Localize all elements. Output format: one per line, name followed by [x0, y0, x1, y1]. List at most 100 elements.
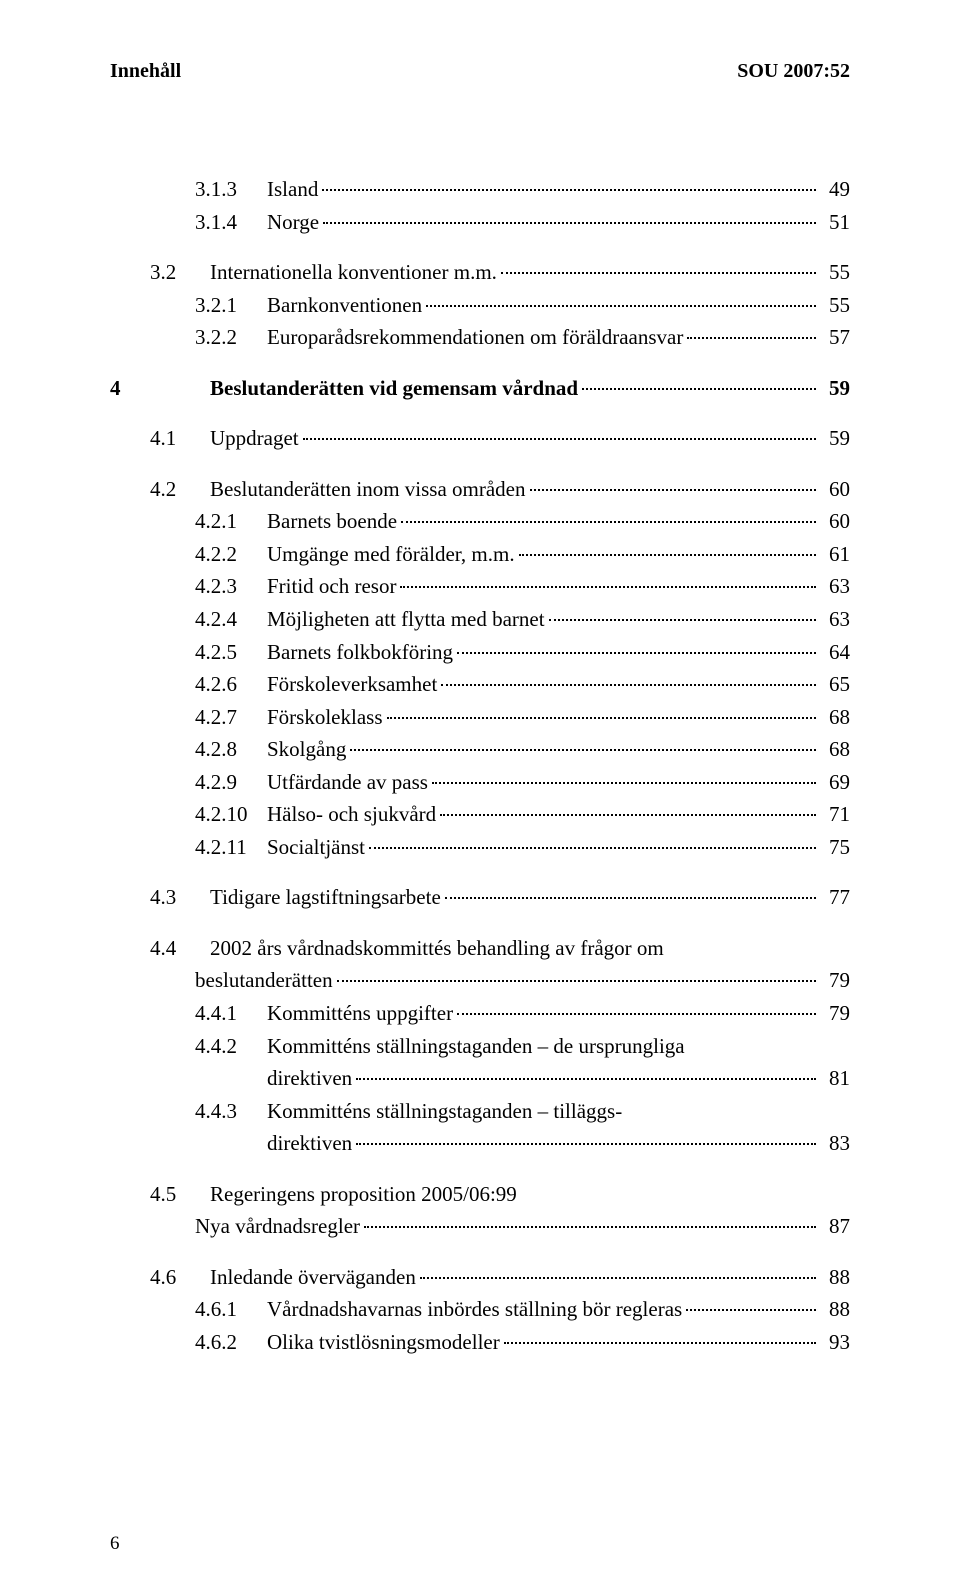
- toc-number: 4.4.2: [195, 1030, 267, 1063]
- leader: [400, 586, 816, 588]
- header-right: SOU 2007:52: [737, 60, 850, 83]
- toc-number: 4.4: [150, 932, 210, 965]
- toc-page: 83: [820, 1127, 850, 1160]
- leader: [519, 554, 816, 556]
- toc-number: 4.6.1: [195, 1293, 267, 1326]
- toc-label: Island: [267, 173, 318, 206]
- toc-entry: 4.2.9 Utfärdande av pass 69: [110, 766, 850, 799]
- toc-label: Skolgång: [267, 733, 346, 766]
- toc-entry: 4.2 Beslutanderätten inom vissa områden …: [110, 473, 850, 506]
- toc-label: Kommitténs ställningstaganden – de urspr…: [267, 1030, 685, 1063]
- leader: [323, 222, 816, 224]
- toc-entry: 4.4 2002 års vårdnadskommittés behandlin…: [110, 932, 850, 997]
- toc-label: Förskoleverksamhet: [267, 668, 437, 701]
- toc-number: 3.1.4: [195, 206, 267, 239]
- toc-entry: 3.1.4 Norge 51: [110, 206, 850, 239]
- toc-entry: 4.2.7 Förskoleklass 68: [110, 701, 850, 734]
- toc-entry: 4.2.10 Hälso- och sjukvård 71: [110, 798, 850, 831]
- toc-page: 59: [820, 422, 850, 455]
- toc-label: Hälso- och sjukvård: [267, 798, 436, 831]
- toc-number: 4.2.2: [195, 538, 267, 571]
- toc-entry: 4.6.2 Olika tvistlösningsmodeller 93: [110, 1326, 850, 1359]
- toc-page: 88: [820, 1293, 850, 1326]
- toc-label: Nya vårdnadsregler: [195, 1210, 360, 1243]
- toc-entry: 4.3 Tidigare lagstiftningsarbete 77: [110, 881, 850, 914]
- toc-page: 69: [820, 766, 850, 799]
- leader: [530, 489, 816, 491]
- table-of-contents: 3.1.3 Island 49 3.1.4 Norge 51 3.2 Inter…: [110, 173, 850, 1359]
- toc-label: Förskoleklass: [267, 701, 383, 734]
- toc-label: 2002 års vårdnadskommittés behandling av…: [210, 932, 664, 965]
- toc-label: Kommitténs uppgifter: [267, 997, 453, 1030]
- toc-entry: 4.4.3 Kommitténs ställningstaganden – ti…: [110, 1095, 850, 1160]
- toc-page: 49: [820, 173, 850, 206]
- toc-page: 60: [820, 473, 850, 506]
- toc-page: 75: [820, 831, 850, 864]
- toc-page: 87: [820, 1210, 850, 1243]
- toc-entry: 3.2.1 Barnkonventionen 55: [110, 289, 850, 322]
- leader: [582, 388, 816, 390]
- toc-label: Uppdraget: [210, 422, 299, 455]
- toc-label: Möjligheten att flytta med barnet: [267, 603, 545, 636]
- toc-page: 55: [820, 289, 850, 322]
- toc-page: 51: [820, 206, 850, 239]
- toc-number: 4.2.10: [195, 798, 267, 831]
- page-number: 6: [110, 1533, 120, 1555]
- toc-page: 65: [820, 668, 850, 701]
- toc-label: Inledande överväganden: [210, 1261, 416, 1294]
- toc-page: 59: [820, 372, 850, 405]
- toc-number: 3.2.2: [195, 321, 267, 354]
- leader: [445, 897, 816, 899]
- toc-label: Fritid och resor: [267, 570, 396, 603]
- toc-label: Barnkonventionen: [267, 289, 422, 322]
- toc-entry: 4.2.3 Fritid och resor 63: [110, 570, 850, 603]
- toc-page: 57: [820, 321, 850, 354]
- toc-label: Vårdnadshavarnas inbördes ställning bör …: [267, 1293, 682, 1326]
- toc-label: Socialtjänst: [267, 831, 365, 864]
- toc-label: Europarådsrekommendationen om föräldraan…: [267, 321, 683, 354]
- toc-entry: 4.6 Inledande överväganden 88: [110, 1261, 850, 1294]
- leader: [504, 1342, 816, 1344]
- toc-number: 4.4.3: [195, 1095, 267, 1128]
- toc-label: beslutanderätten: [195, 964, 333, 997]
- toc-entry: 4.2.11 Socialtjänst 75: [110, 831, 850, 864]
- toc-entry: 4.2.8 Skolgång 68: [110, 733, 850, 766]
- toc-entry: 3.2 Internationella konventioner m.m. 55: [110, 256, 850, 289]
- leader: [387, 717, 817, 719]
- leader: [440, 814, 816, 816]
- toc-number: 4.4.1: [195, 997, 267, 1030]
- toc-page: 61: [820, 538, 850, 571]
- toc-label: Olika tvistlösningsmodeller: [267, 1326, 500, 1359]
- toc-number: 3.2.1: [195, 289, 267, 322]
- toc-number: 4.2.11: [195, 831, 267, 864]
- toc-page: 79: [820, 964, 850, 997]
- toc-label: direktiven: [267, 1062, 352, 1095]
- toc-label: Beslutanderätten vid gemensam vårdnad: [210, 372, 578, 405]
- toc-entry: 4.2.6 Förskoleverksamhet 65: [110, 668, 850, 701]
- toc-label: Utfärdande av pass: [267, 766, 428, 799]
- leader: [457, 1013, 816, 1015]
- toc-entry: 3.1.3 Island 49: [110, 173, 850, 206]
- leader: [457, 652, 816, 654]
- leader: [356, 1143, 816, 1145]
- toc-entry: 4.2.4 Möjligheten att flytta med barnet …: [110, 603, 850, 636]
- leader: [420, 1277, 816, 1279]
- toc-number: 4.2.1: [195, 505, 267, 538]
- toc-page: 60: [820, 505, 850, 538]
- toc-page: 88: [820, 1261, 850, 1294]
- running-header: Innehåll SOU 2007:52: [110, 60, 850, 83]
- toc-label: Barnets boende: [267, 505, 397, 538]
- toc-number: 4.2.9: [195, 766, 267, 799]
- toc-entry-chapter: 4 Beslutanderätten vid gemensam vårdnad …: [110, 372, 850, 405]
- toc-page: 71: [820, 798, 850, 831]
- toc-number: 3.2: [150, 256, 210, 289]
- toc-label: Tidigare lagstiftningsarbete: [210, 881, 441, 914]
- toc-number: 4.3: [150, 881, 210, 914]
- toc-number: 4.2.8: [195, 733, 267, 766]
- toc-number: 4.2.6: [195, 668, 267, 701]
- toc-number: 4.6.2: [195, 1326, 267, 1359]
- toc-number: 4.2.3: [195, 570, 267, 603]
- toc-number: 4.2: [150, 473, 210, 506]
- toc-page: 63: [820, 570, 850, 603]
- toc-entry: 4.1 Uppdraget 59: [110, 422, 850, 455]
